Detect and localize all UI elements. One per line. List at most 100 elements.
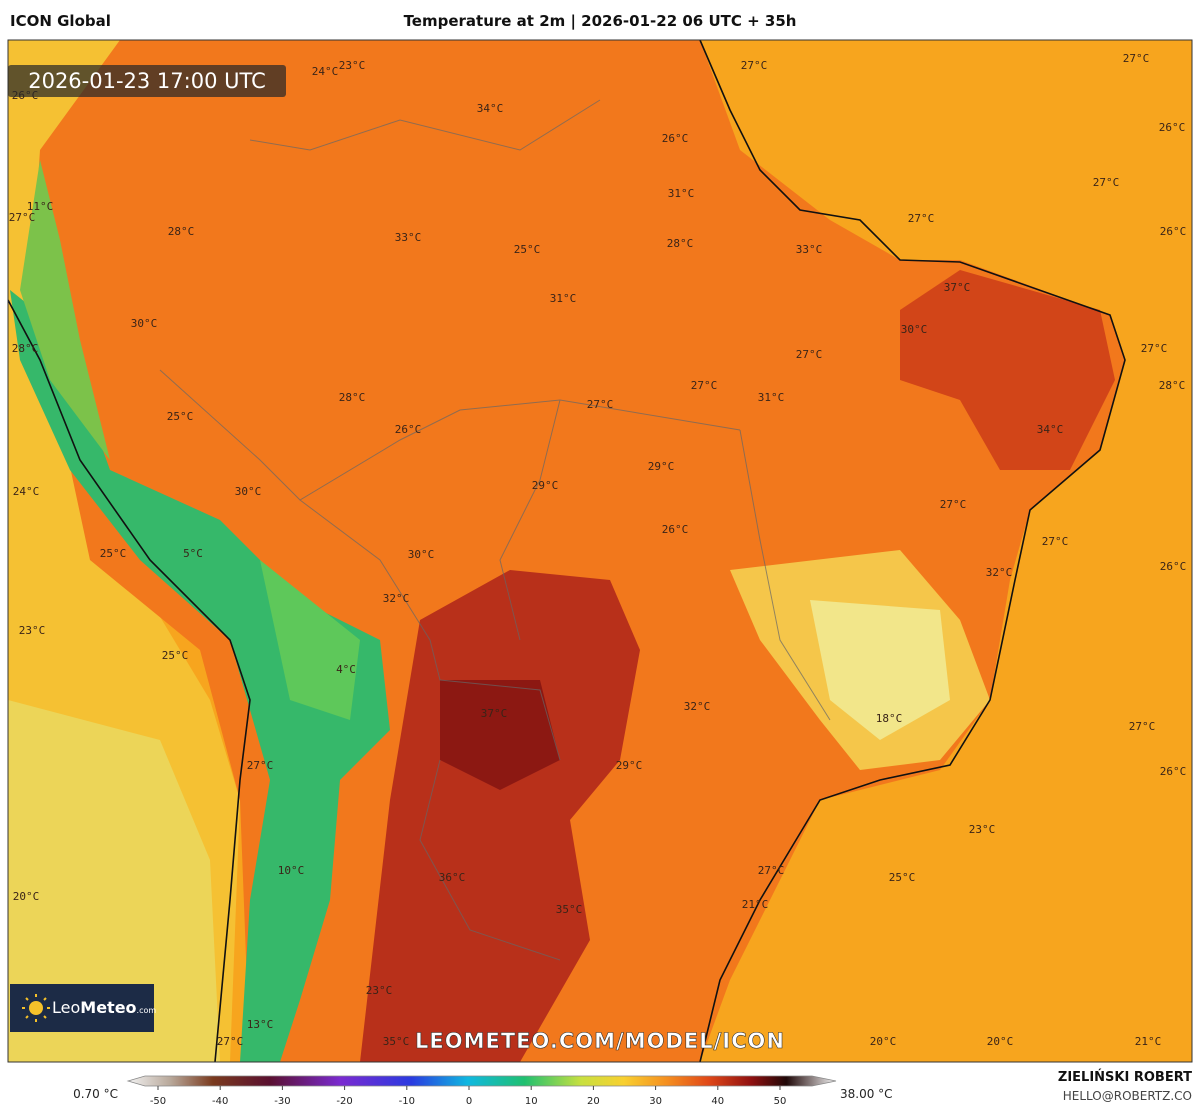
temperature-label: 32°C bbox=[986, 566, 1013, 579]
temperature-label: 13°C bbox=[247, 1018, 274, 1031]
colorbar-tick-label: 40 bbox=[711, 1096, 724, 1107]
temperature-label: 25°C bbox=[889, 871, 916, 884]
logo: LeoMeteo.com bbox=[10, 984, 156, 1032]
logo-domain: .com bbox=[137, 1006, 157, 1015]
temperature-label: 30°C bbox=[408, 548, 435, 561]
temperature-labels: 24°C 23°C 26°C 34°C 27°C 27°C 26°C 26°C 27°C 31°C… bbox=[9, 52, 1187, 1048]
temperature-label: 24°C bbox=[312, 65, 339, 78]
temperature-label: 29°C bbox=[648, 460, 675, 473]
temperature-label: 31°C bbox=[758, 391, 785, 404]
temperature-label: 28°C bbox=[667, 237, 694, 250]
temperature-label: 21°C bbox=[1135, 1035, 1162, 1048]
temperature-label: 35°C bbox=[556, 903, 583, 916]
temperature-label: 31°C bbox=[668, 187, 695, 200]
colorbar-tick-label: -50 bbox=[150, 1096, 166, 1107]
temperature-label: 31°C bbox=[550, 292, 577, 305]
colorbar: 0.70 °C 38.00 °C -50 -40 -30 -20 -10 0 10 20 30 4… bbox=[73, 1075, 893, 1107]
temperature-label: 29°C bbox=[616, 759, 643, 772]
map-title: Temperature at 2m | 2026-01-22 06 UTC + … bbox=[404, 12, 797, 31]
temperature-label: 27°C bbox=[796, 348, 823, 361]
temperature-label: 26°C bbox=[662, 132, 689, 145]
temperature-label: 26°C bbox=[395, 423, 422, 436]
temperature-label: 26°C bbox=[662, 523, 689, 536]
temperature-label: 26°C bbox=[1159, 121, 1186, 134]
colorbar-tick-label: -10 bbox=[399, 1096, 415, 1107]
temperature-label: 26°C bbox=[1160, 765, 1187, 778]
temperature-label: 26°C bbox=[1160, 225, 1187, 238]
temperature-label: 27°C bbox=[691, 379, 718, 392]
temperature-label: 32°C bbox=[684, 700, 711, 713]
temperature-label: 5°C bbox=[183, 547, 203, 560]
logo-light: Leo bbox=[52, 998, 80, 1017]
colorbar-tick-label: -20 bbox=[336, 1096, 352, 1107]
temperature-label: 32°C bbox=[383, 592, 410, 605]
email: HELLO@ROBERTZ.CO bbox=[1063, 1089, 1192, 1103]
temperature-label: 33°C bbox=[796, 243, 823, 256]
timestamp: 2026-01-23 17:00 UTC bbox=[28, 69, 266, 93]
temperature-label: 26°C bbox=[1160, 560, 1187, 573]
legend-max: 38.00 °C bbox=[840, 1087, 893, 1101]
svg-text:LeoMeteo.com: LeoMeteo.com bbox=[52, 998, 156, 1017]
temperature-label: 28°C bbox=[12, 342, 39, 355]
temperature-label: 27°C bbox=[1042, 535, 1069, 548]
colorbar-tick-label: -30 bbox=[274, 1096, 290, 1107]
temperature-label: 27°C bbox=[9, 211, 36, 224]
colorbar-tick-label: 10 bbox=[525, 1096, 538, 1107]
temperature-label: 27°C bbox=[247, 759, 274, 772]
temperature-label: 28°C bbox=[339, 391, 366, 404]
model-name: ICON Global bbox=[10, 12, 111, 30]
temperature-label: 27°C bbox=[217, 1035, 244, 1048]
temperature-label: 28°C bbox=[1159, 379, 1186, 392]
temperature-label: 30°C bbox=[235, 485, 262, 498]
temperature-label: 20°C bbox=[870, 1035, 897, 1048]
temperature-label: 20°C bbox=[13, 890, 40, 903]
colorbar-tick-label: 20 bbox=[587, 1096, 600, 1107]
temperature-label: 4°C bbox=[336, 663, 356, 676]
temperature-label: 33°C bbox=[395, 231, 422, 244]
temperature-label: 25°C bbox=[100, 547, 127, 560]
temperature-label: 21°C bbox=[742, 898, 769, 911]
temperature-label: 25°C bbox=[514, 243, 541, 256]
map-frame bbox=[7, 39, 1193, 1063]
temperature-label: 27°C bbox=[940, 498, 967, 511]
legend-min: 0.70 °C bbox=[73, 1087, 118, 1101]
temperature-label: 23°C bbox=[366, 984, 393, 997]
temperature-label: 18°C bbox=[876, 712, 903, 725]
colorbar-gradient bbox=[126, 1075, 837, 1087]
temperature-label: 37°C bbox=[944, 281, 971, 294]
temperature-label: 34°C bbox=[477, 102, 504, 115]
temperature-label: 27°C bbox=[587, 398, 614, 411]
author: ZIELIŃSKI ROBERT bbox=[1058, 1069, 1192, 1085]
timestamp-box bbox=[8, 65, 286, 97]
colorbar-tick-label: 30 bbox=[649, 1096, 662, 1107]
temperature-label: 25°C bbox=[167, 410, 194, 423]
temperature-label: 10°C bbox=[278, 864, 305, 877]
colorbar-tick-label: 0 bbox=[466, 1096, 472, 1107]
temperature-label: 20°C bbox=[987, 1035, 1014, 1048]
temperature-label: 27°C bbox=[741, 59, 768, 72]
temperature-label: 27°C bbox=[908, 212, 935, 225]
temperature-label: 30°C bbox=[131, 317, 158, 330]
temperature-label: 37°C bbox=[481, 707, 508, 720]
temperature-label: 27°C bbox=[1093, 176, 1120, 189]
watermark: LEOMETEO.COM/MODEL/ICON bbox=[415, 1029, 785, 1053]
colorbar-tick-label: -40 bbox=[212, 1096, 228, 1107]
temperature-label: 27°C bbox=[1141, 342, 1168, 355]
temperature-label: 25°C bbox=[162, 649, 189, 662]
temperature-label: 35°C bbox=[383, 1035, 410, 1048]
temperature-label: 11°C bbox=[27, 200, 54, 213]
map bbox=[8, 40, 1192, 1062]
temperature-label: 23°C bbox=[19, 624, 46, 637]
logo-bold: Meteo bbox=[80, 998, 136, 1017]
temperature-label: 36°C bbox=[439, 871, 466, 884]
temperature-label: 23°C bbox=[969, 823, 996, 836]
temperature-label: 27°C bbox=[1129, 720, 1156, 733]
temperature-label: 24°C bbox=[13, 485, 40, 498]
temperature-label: 30°C bbox=[901, 323, 928, 336]
temperature-label: 27°C bbox=[1123, 52, 1150, 65]
temperature-label: 34°C bbox=[1037, 423, 1064, 436]
temperature-label: 28°C bbox=[168, 225, 195, 238]
colorbar-tick-label: 50 bbox=[774, 1096, 787, 1107]
